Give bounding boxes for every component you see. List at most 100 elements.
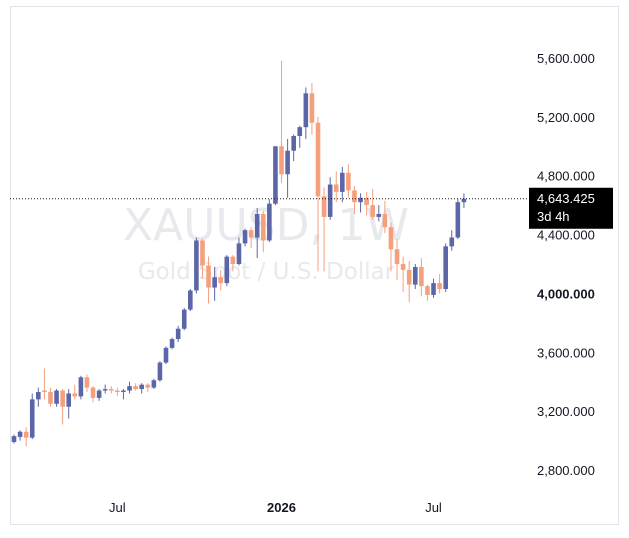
watermark-description: Gold Spot / U.S. Dollar xyxy=(138,259,395,285)
candle-body xyxy=(194,240,199,291)
candle xyxy=(443,243,448,292)
candle xyxy=(394,238,400,281)
candle xyxy=(267,199,272,242)
candle-body xyxy=(188,290,193,310)
candle xyxy=(212,266,217,301)
candle-body xyxy=(200,240,205,266)
price-tick-label: 3,600.000 xyxy=(537,345,595,360)
candle xyxy=(206,256,211,304)
candle xyxy=(151,378,157,390)
candle xyxy=(121,389,126,400)
candle xyxy=(327,177,333,220)
last-price-tag: 4,643.425 3d 4h xyxy=(529,187,613,229)
price-tick-label: 5,600.000 xyxy=(537,51,595,66)
candle-body xyxy=(145,384,151,388)
candle xyxy=(236,237,242,266)
candles-layer xyxy=(11,60,467,447)
candle xyxy=(364,191,369,216)
candle xyxy=(36,387,41,407)
candle xyxy=(163,346,169,365)
candle-body xyxy=(291,135,296,151)
bar-countdown: 3d 4h xyxy=(537,209,570,224)
candle xyxy=(461,193,467,209)
candle-body xyxy=(382,213,388,228)
candle xyxy=(388,222,394,272)
candle-body xyxy=(388,227,394,250)
price-tick-label: 4,000.000 xyxy=(537,286,595,301)
candle-body xyxy=(78,377,84,397)
candle-body xyxy=(254,213,260,238)
candle xyxy=(23,427,29,447)
candle-body xyxy=(242,230,248,244)
candle xyxy=(358,193,363,213)
candle-body xyxy=(163,347,169,363)
candle xyxy=(297,125,303,148)
candle xyxy=(108,386,114,394)
watermark-symbol: XAUUSD, 1W xyxy=(123,200,409,251)
candle-body xyxy=(419,266,424,287)
candle xyxy=(437,274,442,294)
candle-body xyxy=(218,277,224,284)
candle-body xyxy=(29,399,35,438)
candle-body xyxy=(431,283,436,295)
candle-body xyxy=(157,362,163,381)
candle xyxy=(84,374,90,393)
candle xyxy=(42,368,47,400)
candle xyxy=(157,361,163,382)
candle-body xyxy=(364,197,369,206)
candle-body xyxy=(127,386,132,391)
candle xyxy=(60,389,65,425)
candle xyxy=(102,384,108,394)
price-axis[interactable]: 2,800.000 3,200.000 3,600.000 4,000.000 4,40… xyxy=(537,51,595,478)
candle xyxy=(285,138,290,198)
candle xyxy=(11,434,17,444)
price-tick-label: 4,400.000 xyxy=(537,228,595,243)
candle xyxy=(406,261,412,303)
candle-body xyxy=(139,384,144,390)
candle-body xyxy=(36,392,41,400)
candle xyxy=(273,146,278,206)
candle xyxy=(17,430,23,441)
candle xyxy=(419,258,424,297)
candle xyxy=(66,389,72,419)
candle xyxy=(194,237,199,294)
candle xyxy=(333,171,339,203)
candle xyxy=(96,389,102,401)
candle xyxy=(29,393,35,440)
candle xyxy=(181,308,187,331)
symbol-watermark: XAUUSD, 1W Gold Spot / U.S. Dollar xyxy=(123,200,409,285)
candle xyxy=(412,264,418,290)
candle xyxy=(425,284,430,301)
price-tick-label: 4,800.000 xyxy=(537,169,595,184)
candle-body xyxy=(406,269,412,285)
candle-body xyxy=(309,93,315,123)
candle-body xyxy=(169,339,175,348)
candle-body xyxy=(72,393,78,397)
candle xyxy=(145,383,151,393)
candle-body xyxy=(321,196,327,217)
candle-body xyxy=(17,431,23,437)
price-tick-label: 2,800.000 xyxy=(537,463,595,478)
candle-body xyxy=(297,127,303,136)
candle xyxy=(431,278,436,298)
candle-body xyxy=(54,390,59,404)
candle-body xyxy=(181,309,187,329)
price-tick-label: 5,200.000 xyxy=(537,110,595,125)
candle-body xyxy=(279,146,284,175)
candle-body xyxy=(102,389,108,391)
candle xyxy=(175,325,181,342)
candle xyxy=(449,230,455,251)
candle-body xyxy=(151,380,157,388)
candle xyxy=(309,83,315,135)
candle xyxy=(400,256,406,292)
candle xyxy=(352,186,357,214)
candle xyxy=(260,211,266,253)
candle xyxy=(370,188,376,220)
candle xyxy=(90,386,96,403)
candle xyxy=(72,384,78,400)
candle-body xyxy=(121,390,126,393)
candle xyxy=(303,87,309,139)
candle xyxy=(248,227,254,248)
time-axis[interactable]: Jul 2026 Jul xyxy=(109,500,442,515)
